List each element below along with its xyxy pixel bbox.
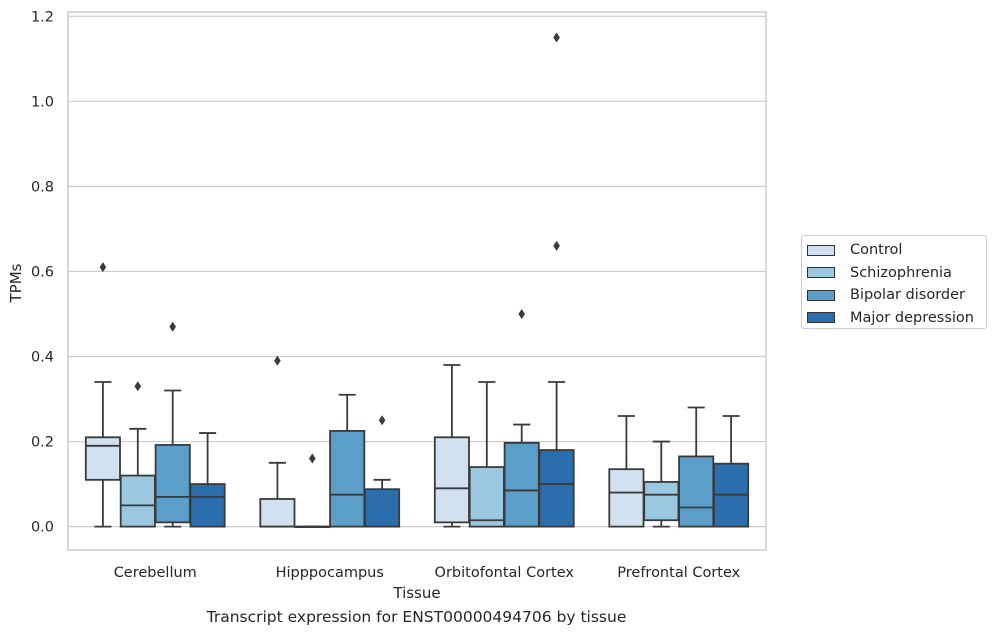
legend-label: Schizophrenia <box>850 264 952 281</box>
x-tick-label: Orbitofontal Cortex <box>435 565 575 581</box>
box-rect <box>154 444 191 524</box>
box-group <box>713 415 750 528</box>
box-group <box>329 393 366 528</box>
y-tick-label: 0.2 <box>31 435 54 451</box>
legend: Control Schizophrenia Bipolar disorder Majo… <box>801 235 987 329</box>
box-group <box>84 262 121 528</box>
legend-label: Bipolar disorder <box>850 287 965 304</box>
outlier-marker <box>518 308 525 319</box>
box-group <box>538 32 575 528</box>
outlier-marker <box>169 321 176 332</box>
box-group <box>294 453 331 529</box>
box-rect <box>643 481 680 522</box>
box-group <box>468 381 505 528</box>
box-group <box>678 406 715 528</box>
box-rect <box>608 468 645 528</box>
box-rect <box>84 436 121 481</box>
legend-item: Major depression <box>807 307 986 330</box>
box-rect <box>468 466 505 528</box>
legend-label: Control <box>850 242 903 259</box>
legend-label: Major depression <box>850 309 974 326</box>
plot-frame <box>67 11 767 551</box>
box-group <box>643 440 680 528</box>
y-tick-label: 0.6 <box>31 264 54 280</box>
box-group <box>433 364 470 528</box>
box-rect <box>503 441 540 528</box>
legend-item: Control <box>807 239 986 262</box>
box-group <box>154 321 191 528</box>
y-tick-label: 1.2 <box>31 9 54 25</box>
y-tick-label: 1.0 <box>31 94 54 110</box>
boxes-layer <box>84 32 750 529</box>
y-tick-label: 0.0 <box>31 520 54 536</box>
box-group <box>119 381 156 528</box>
tick-labels: 0.0 0.2 0.4 0.6 0.8 1.0 1.2 Cerebellum Hipppocam… <box>31 9 741 581</box>
box-group <box>503 308 540 528</box>
outlier-marker <box>378 415 386 426</box>
box-group <box>189 432 226 528</box>
outlier-marker <box>99 262 107 273</box>
box-rect <box>433 436 470 524</box>
legend-item: Schizophrenia <box>807 262 986 285</box>
box-rect <box>259 498 296 528</box>
outlier-marker <box>134 381 142 392</box>
box-rect <box>189 483 226 528</box>
box-rect <box>364 488 401 528</box>
legend-swatch <box>807 244 835 256</box>
outlier-marker <box>553 240 560 251</box>
box-group <box>608 415 645 528</box>
box-rect <box>538 449 575 528</box>
x-tick-label: Prefrontal Cortex <box>617 565 740 581</box>
y-tick-label: 0.8 <box>31 179 54 195</box>
grid-lines <box>68 15 766 528</box>
y-tick-label: 0.4 <box>31 349 54 365</box>
box-group <box>364 415 401 528</box>
outlier-marker <box>309 453 316 464</box>
x-tick-label: Cerebellum <box>114 565 197 581</box>
legend-swatch <box>807 312 835 324</box>
legend-swatch <box>807 289 835 301</box>
box-rect <box>119 474 156 528</box>
x-tick-label: Hipppocampus <box>276 565 384 581</box>
box-group <box>259 355 296 528</box>
box-rect <box>678 455 715 528</box>
box-rect <box>329 430 366 528</box>
legend-swatch <box>807 267 835 279</box>
legend-item: Bipolar disorder <box>807 284 986 307</box>
outlier-marker <box>553 32 560 43</box>
x-axis-label: Tissue <box>392 584 440 602</box>
outlier-marker <box>274 355 281 366</box>
chart-caption: Transcript expression for ENST0000049470… <box>206 608 627 626</box>
y-axis-label: TPMs <box>7 263 25 303</box>
